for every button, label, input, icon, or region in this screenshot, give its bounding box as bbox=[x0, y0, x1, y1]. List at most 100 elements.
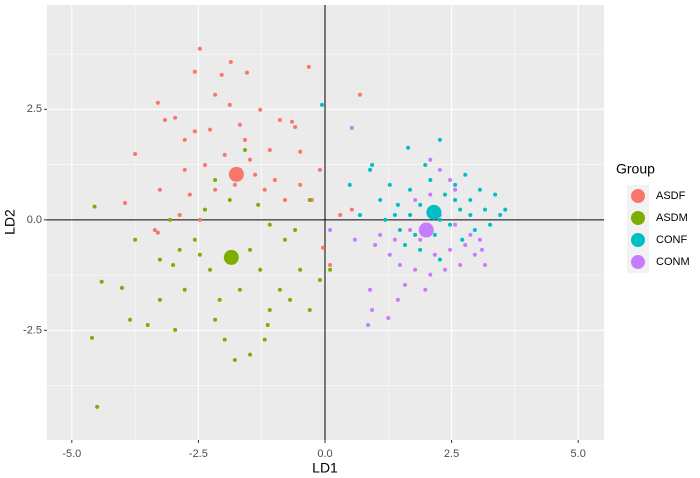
point bbox=[157, 297, 162, 302]
point bbox=[328, 262, 333, 267]
point bbox=[408, 228, 413, 233]
point bbox=[386, 315, 391, 320]
point bbox=[90, 335, 95, 340]
x-tick-label: -5.0 bbox=[62, 448, 81, 460]
centroid bbox=[223, 249, 239, 265]
point bbox=[317, 277, 322, 282]
point bbox=[488, 222, 493, 227]
point bbox=[92, 204, 97, 209]
point bbox=[162, 117, 167, 122]
point bbox=[157, 187, 162, 192]
point bbox=[258, 267, 263, 272]
point bbox=[428, 272, 433, 277]
x-tick-label: 5.0 bbox=[571, 448, 586, 460]
point bbox=[338, 212, 343, 217]
point bbox=[197, 252, 202, 257]
point bbox=[168, 217, 173, 222]
point bbox=[493, 192, 498, 197]
point bbox=[248, 352, 253, 357]
point bbox=[418, 202, 423, 207]
point bbox=[177, 212, 182, 217]
point bbox=[349, 207, 354, 212]
point bbox=[228, 60, 233, 65]
point bbox=[349, 125, 354, 130]
point bbox=[392, 237, 397, 242]
point bbox=[267, 222, 272, 227]
point bbox=[397, 262, 402, 267]
point bbox=[463, 172, 468, 177]
point bbox=[437, 217, 442, 222]
point bbox=[370, 163, 375, 168]
x-tick-label: 0.0 bbox=[317, 448, 332, 460]
point bbox=[483, 207, 488, 212]
point bbox=[298, 149, 303, 154]
point bbox=[248, 157, 253, 162]
point bbox=[307, 308, 312, 313]
point bbox=[145, 323, 150, 328]
point bbox=[298, 182, 303, 187]
point bbox=[155, 230, 160, 235]
legend-title: Group bbox=[616, 161, 655, 177]
point bbox=[265, 323, 270, 328]
point bbox=[182, 287, 187, 292]
point bbox=[472, 228, 477, 233]
point bbox=[99, 279, 104, 284]
point bbox=[368, 287, 373, 292]
point bbox=[298, 267, 303, 272]
point bbox=[192, 237, 197, 242]
point bbox=[458, 207, 463, 212]
point bbox=[387, 182, 392, 187]
point bbox=[432, 252, 437, 257]
legend-label: CONF bbox=[656, 234, 687, 246]
point bbox=[453, 197, 458, 202]
point bbox=[468, 197, 473, 202]
point bbox=[328, 228, 333, 233]
point bbox=[395, 297, 400, 302]
point bbox=[267, 308, 272, 313]
point bbox=[483, 262, 488, 267]
point bbox=[293, 228, 298, 233]
point bbox=[177, 247, 182, 252]
point bbox=[208, 127, 213, 132]
point bbox=[213, 317, 218, 322]
point bbox=[157, 257, 162, 262]
point bbox=[237, 287, 242, 292]
point bbox=[256, 202, 261, 207]
point bbox=[152, 228, 157, 233]
legend-label: ASDM bbox=[656, 212, 688, 224]
point bbox=[192, 69, 197, 74]
point bbox=[437, 167, 442, 172]
point bbox=[182, 137, 187, 142]
x-tick-label: -2.5 bbox=[189, 448, 208, 460]
point bbox=[468, 232, 473, 237]
point bbox=[128, 317, 133, 322]
point bbox=[402, 282, 407, 287]
point bbox=[423, 287, 428, 292]
point bbox=[503, 207, 508, 212]
point bbox=[213, 178, 218, 183]
point bbox=[277, 287, 282, 292]
point bbox=[453, 182, 458, 187]
point bbox=[378, 197, 383, 202]
point bbox=[197, 46, 202, 51]
point bbox=[253, 172, 258, 177]
point bbox=[408, 187, 413, 192]
point bbox=[227, 197, 232, 202]
point bbox=[453, 222, 458, 227]
point bbox=[437, 257, 442, 262]
point bbox=[182, 167, 187, 172]
point bbox=[387, 252, 392, 257]
centroid bbox=[228, 166, 244, 182]
point bbox=[242, 137, 247, 142]
legend-label: CONM bbox=[656, 256, 690, 268]
point bbox=[262, 187, 267, 192]
point bbox=[232, 357, 237, 362]
point bbox=[307, 197, 312, 202]
point bbox=[437, 137, 442, 142]
point bbox=[428, 157, 433, 162]
legend-label: ASDF bbox=[656, 190, 686, 202]
point bbox=[352, 237, 357, 242]
point bbox=[202, 163, 207, 168]
point bbox=[202, 207, 207, 212]
point bbox=[213, 187, 218, 192]
